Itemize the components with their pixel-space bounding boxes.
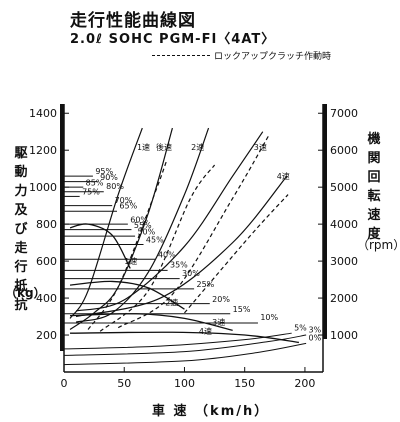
resistance-label: 5% bbox=[294, 323, 307, 332]
drive-force-curve bbox=[70, 331, 299, 344]
drive-force-label: 2速 bbox=[165, 298, 178, 307]
x-tick-label: 100 bbox=[174, 377, 195, 390]
y2-axis-unit: （rpm） bbox=[357, 238, 400, 252]
engine-speed-lockup-curve bbox=[117, 135, 270, 329]
y2-tick-label: 7000 bbox=[330, 107, 358, 120]
y-axis-label: 駆動力 及び 走行抵抗 bbox=[14, 146, 28, 313]
x-tick-label: 150 bbox=[234, 377, 255, 390]
drive-force-curve bbox=[69, 223, 131, 269]
y2-tick-label: 3000 bbox=[330, 255, 358, 268]
engine-speed-curve bbox=[69, 127, 173, 330]
y-axis-unit: （kg） bbox=[5, 286, 46, 300]
resistance-label: 60% bbox=[130, 215, 148, 224]
y-tick-label: 1200 bbox=[29, 144, 57, 157]
resistance-label: 45% bbox=[146, 236, 164, 245]
y-tick-label: 400 bbox=[36, 292, 57, 305]
engine-speed-label: 2速 bbox=[191, 143, 204, 152]
engine-speed-label: 4速 bbox=[277, 172, 290, 181]
engine-speed-curves: 1速 後速 2速 3速 4速 bbox=[69, 127, 290, 332]
chart-subtitle: 2.0ℓ SOHC PGM-FI〈4AT〉 bbox=[70, 32, 276, 47]
resistance-label: 95% bbox=[95, 167, 113, 176]
drive-force-curve bbox=[70, 313, 233, 332]
resistance-label: 90% bbox=[100, 173, 118, 182]
y-tick-label: 800 bbox=[36, 218, 57, 231]
tick-labels: 2004006008001000120014001000200030004000… bbox=[29, 107, 358, 390]
y-axis-bar bbox=[60, 104, 64, 351]
drive-force-label: 3速 bbox=[212, 318, 225, 327]
resistance-label: 65% bbox=[119, 201, 137, 210]
y-tick-label: 200 bbox=[36, 329, 57, 342]
x-tick-label: 50 bbox=[117, 377, 131, 390]
resistance-curve bbox=[63, 334, 307, 356]
resistance-label: 80% bbox=[106, 182, 124, 191]
resistance-label: 35% bbox=[170, 261, 188, 270]
y2-axis-bar bbox=[323, 104, 327, 339]
legend: ロックアップクラッチ作動時 bbox=[152, 49, 331, 62]
y2-tick-label: 1000 bbox=[330, 329, 358, 342]
engine-speed-curve bbox=[75, 131, 264, 312]
engine-speed-lockup-curve bbox=[184, 194, 289, 314]
resistance-label: 50% bbox=[137, 227, 155, 236]
resistance-label: 10% bbox=[260, 313, 278, 322]
resistance-curve bbox=[63, 342, 307, 366]
engine-speed-curve bbox=[75, 127, 210, 323]
resistance-label: 30% bbox=[182, 269, 200, 278]
y-tick-label: 1000 bbox=[29, 181, 57, 194]
y2-axis-label: 機関回転速度 bbox=[367, 132, 381, 242]
x-axis-label: 車 速 （km/h） bbox=[152, 404, 270, 419]
x-tick-label: 200 bbox=[294, 377, 315, 390]
chart-axes bbox=[60, 104, 327, 373]
engine-speed-label: 1速 bbox=[137, 143, 150, 152]
resistance-label: 0% bbox=[309, 334, 322, 343]
resistance-label: 20% bbox=[212, 295, 230, 304]
chart-title: 走行性能曲線図 bbox=[70, 11, 196, 31]
resistance-label: 75% bbox=[82, 188, 100, 197]
y-tick-label: 1400 bbox=[29, 107, 57, 120]
resistance-label: 70% bbox=[115, 196, 133, 205]
resistance-label: 3% bbox=[309, 325, 322, 334]
resistance-curve bbox=[63, 332, 292, 350]
resistance-label: 85% bbox=[86, 178, 104, 187]
resistance-label: 40% bbox=[158, 250, 176, 259]
legend-label-lockup: ロックアップクラッチ作動時 bbox=[214, 52, 332, 62]
y2-tick-label: 2000 bbox=[330, 292, 358, 305]
x-tick-label: 0 bbox=[61, 377, 68, 390]
resistance-label: 55% bbox=[134, 221, 152, 230]
engine-speed-curve bbox=[69, 127, 143, 319]
resistance-label: 25% bbox=[197, 280, 215, 289]
engine-speed-curve bbox=[75, 175, 288, 318]
resistance-label: 15% bbox=[233, 305, 251, 314]
engine-speed-label: 後速 bbox=[156, 142, 172, 152]
y-tick-label: 600 bbox=[36, 255, 57, 268]
engine-speed-label: 3速 bbox=[254, 143, 267, 152]
y2-tick-label: 6000 bbox=[330, 144, 358, 157]
legend-dash-swatch bbox=[152, 55, 210, 56]
y2-tick-label: 4000 bbox=[330, 218, 358, 231]
drive-force-label: 4速 bbox=[199, 327, 212, 336]
y2-tick-label: 5000 bbox=[330, 181, 358, 194]
